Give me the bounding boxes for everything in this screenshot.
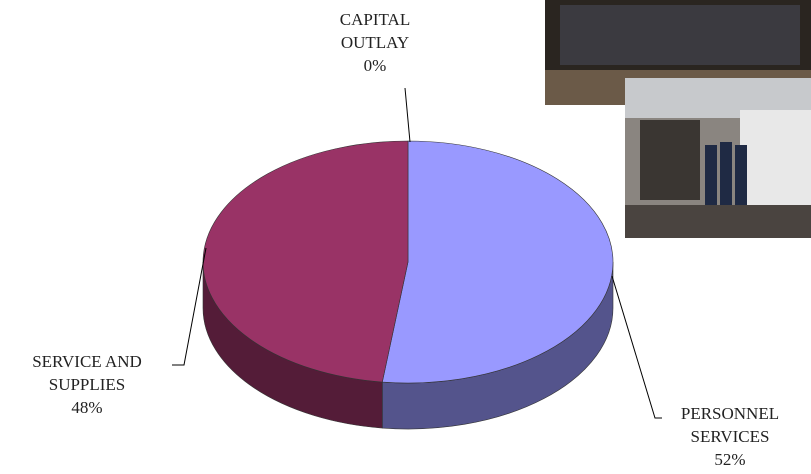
pie xyxy=(202,140,614,430)
value-label: 52% xyxy=(714,450,746,469)
slice xyxy=(202,140,409,383)
category-label: SERVICE AND SUPPLIES xyxy=(32,352,142,394)
leader-line xyxy=(172,247,207,366)
value-label: 48% xyxy=(71,398,103,417)
slice xyxy=(381,140,614,384)
category-label: PERSONNEL SERVICES xyxy=(680,404,780,446)
leader-line xyxy=(404,87,411,143)
category-label: CAPITAL OUTLAY xyxy=(339,10,411,52)
photo-station xyxy=(625,78,811,238)
slice-label: CAPITAL OUTLAY 0% xyxy=(320,8,430,77)
slice-label: SERVICE AND SUPPLIES 48% xyxy=(2,350,172,419)
leader-line xyxy=(611,275,662,419)
slice-label: PERSONNEL SERVICES 52% xyxy=(655,402,805,471)
value-label: 0% xyxy=(363,56,387,75)
